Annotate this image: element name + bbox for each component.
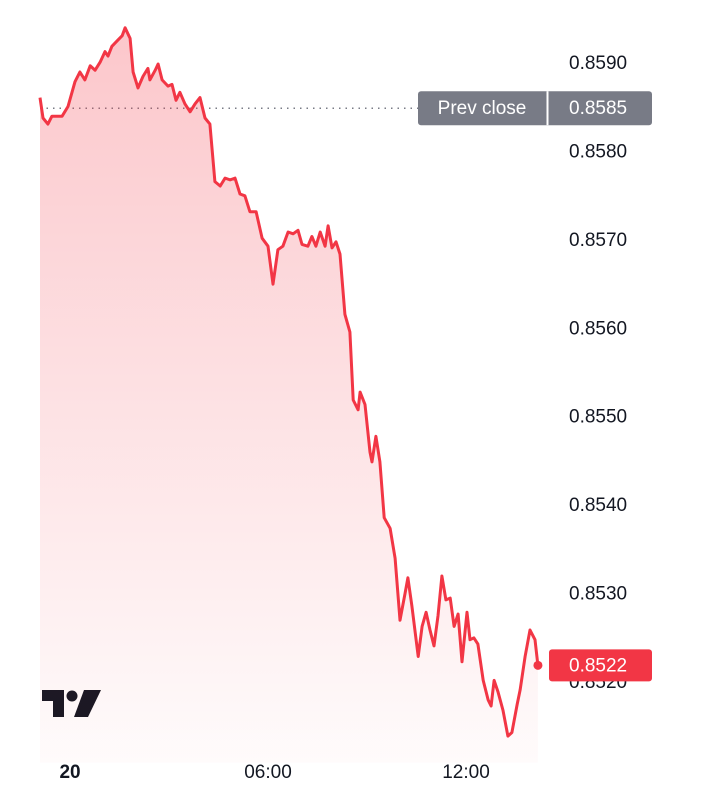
area	[40, 27, 538, 763]
prev-close-label: Prev close	[438, 98, 527, 119]
last-point	[533, 660, 543, 670]
y-tick-label: 0.8570	[569, 230, 627, 251]
y-tick-label: 0.8590	[569, 53, 627, 74]
price-line	[38, 26, 540, 738]
prev-close-tag	[418, 91, 652, 126]
y-tick-label: 0.8580	[569, 141, 627, 162]
x-tick-label: 06:00	[244, 762, 292, 783]
prev-close-value: 0.8585	[569, 98, 627, 119]
y-tick-label: 0.8530	[569, 584, 627, 605]
x-tick-label: 12:00	[442, 762, 490, 783]
y-tick-label: 0.8560	[569, 318, 627, 339]
y-tick-label: 0.8550	[569, 407, 627, 428]
last-price-tag	[549, 649, 652, 682]
last-price-label: 0.8522	[569, 655, 627, 676]
y-tick-label: 0.8540	[569, 495, 627, 516]
x-tick-label: 20	[59, 762, 80, 783]
